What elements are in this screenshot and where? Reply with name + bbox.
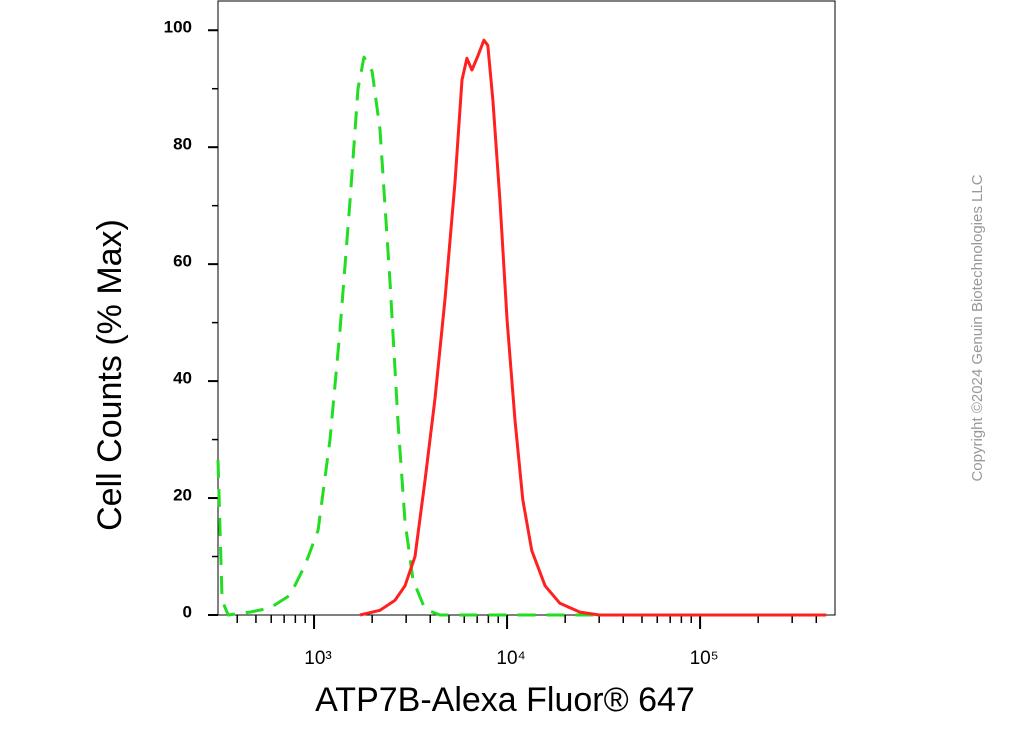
x-tick-label: 10³ [304,648,331,669]
y-axis-label: Cell Counts (% Max) [91,219,129,531]
watermark: Copyright ©2024 Genuin Biotechnologies L… [969,174,986,481]
y-tick-label: 40 [173,369,192,388]
y-tick-label: 80 [173,135,192,154]
y-tick-label: 60 [173,252,192,271]
x-tick-label: 10⁵ [690,648,719,669]
series-line [216,55,827,617]
x-tick-label: 10⁴ [496,648,525,669]
y-tick-label: 100 [164,18,192,37]
y-tick-label: 0 [183,602,192,621]
x-axis-label: ATP7B-Alexa Fluor® 647 [315,681,695,719]
y-tick-label: 20 [173,486,192,505]
series-line [359,38,827,617]
